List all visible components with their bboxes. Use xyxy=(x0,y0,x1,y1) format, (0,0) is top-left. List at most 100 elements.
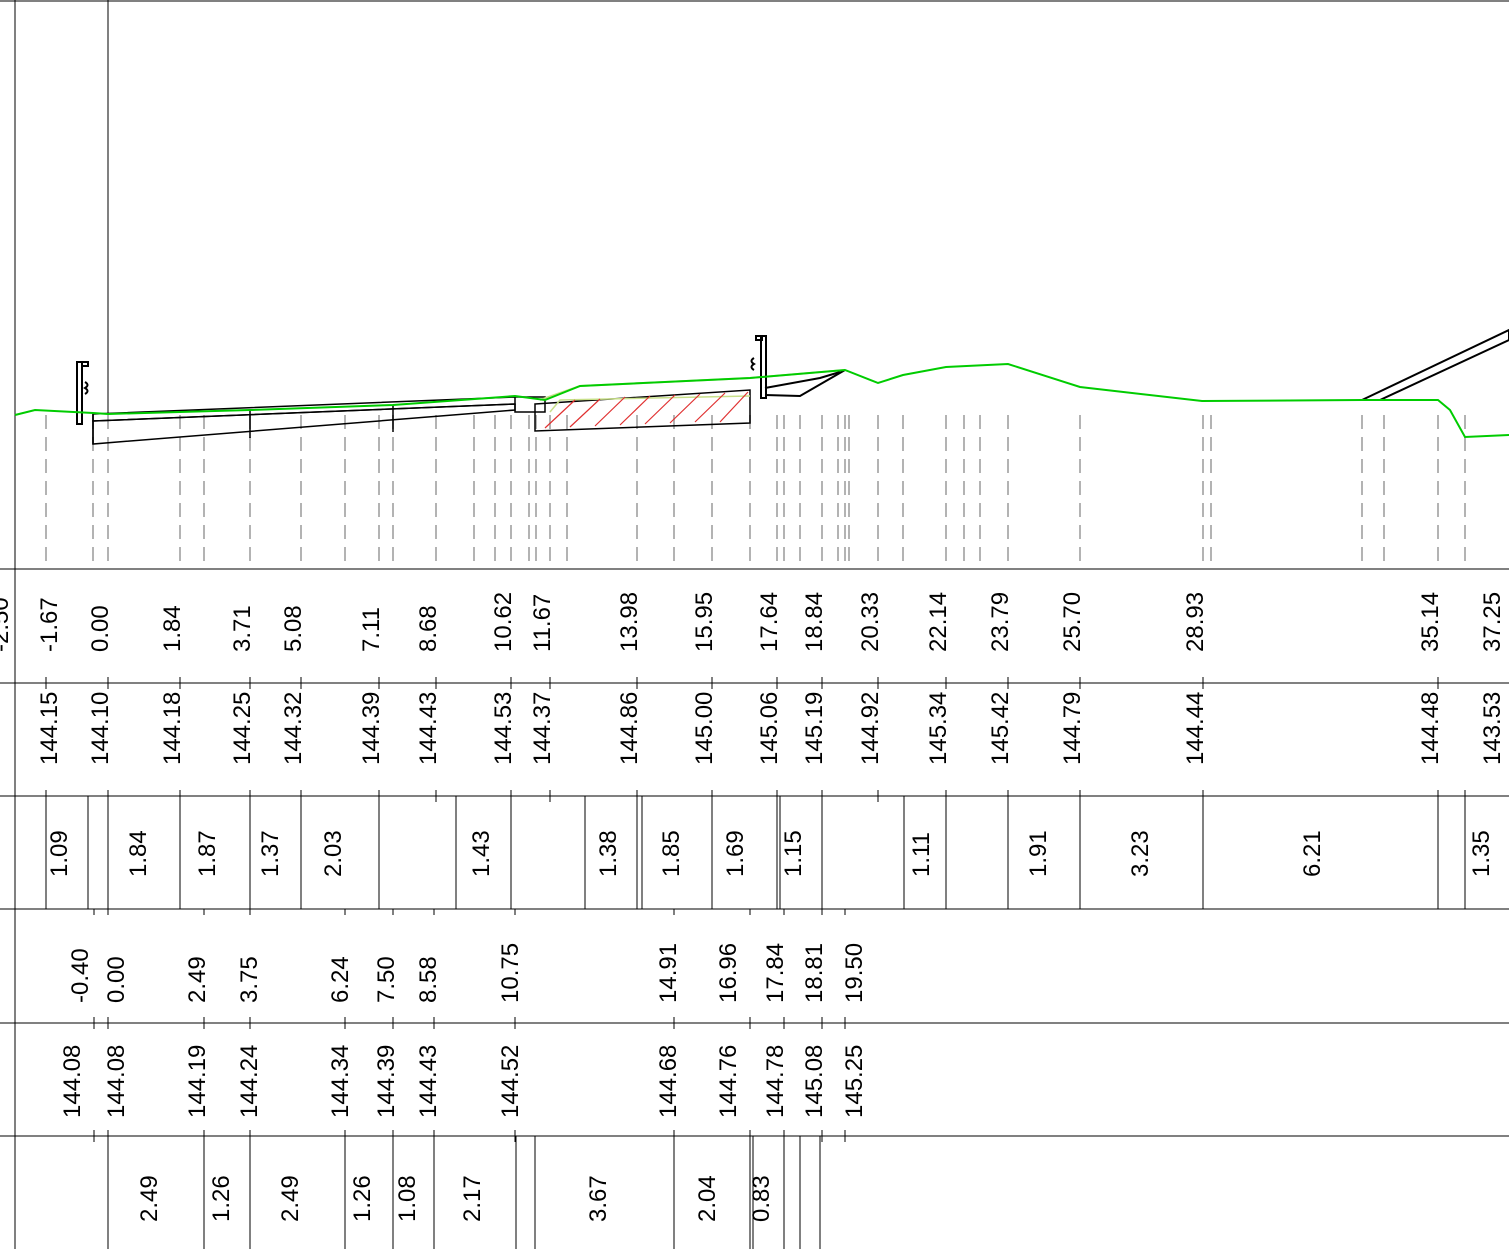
distance-label: 3.23 xyxy=(1127,830,1154,877)
station-label: 3.71 xyxy=(229,605,256,652)
elevation-label: 144.79 xyxy=(1059,692,1086,765)
station-label: 25.70 xyxy=(1059,592,1086,652)
offset-label: 3.75 xyxy=(236,956,263,1003)
offset-label: 18.81 xyxy=(801,943,828,1003)
station-label: 1.84 xyxy=(159,605,186,652)
offset-label: 8.58 xyxy=(415,956,442,1003)
elevation-label: 145.19 xyxy=(801,692,828,765)
offset-label: 16.96 xyxy=(715,943,742,1003)
design-elevation-label: 144.08 xyxy=(103,1045,130,1118)
distance-label: 1.43 xyxy=(468,830,495,877)
distance-label: 1.84 xyxy=(125,830,152,877)
station-label: 37.25 xyxy=(1479,592,1506,652)
design-distance-label: 1.26 xyxy=(208,1175,235,1222)
elevation-label: 144.86 xyxy=(616,692,643,765)
offset-label: 10.75 xyxy=(497,943,524,1003)
table-labels: -2.50 -1.67 0.00 1.84 3.71 5.08 7.11 8.68 10.62 1… xyxy=(0,592,1506,1222)
design-elevation-label: 144.34 xyxy=(327,1045,354,1118)
elevation-label: 143.53 xyxy=(1479,692,1506,765)
distance-label: 1.11 xyxy=(908,832,935,877)
distance-label: 1.37 xyxy=(257,830,284,877)
elevation-label: 144.44 xyxy=(1182,692,1209,765)
station-label: -1.67 xyxy=(36,597,63,652)
design-elevation-label: 145.25 xyxy=(841,1045,868,1118)
design-elevation-label: 144.08 xyxy=(59,1045,86,1118)
design-distance-label: 3.67 xyxy=(585,1175,612,1222)
design-elevation-label: 144.52 xyxy=(497,1045,524,1118)
elevation-label: 144.32 xyxy=(280,692,307,765)
distance-label: 1.38 xyxy=(595,830,622,877)
design-elevation-label: 144.76 xyxy=(715,1045,742,1118)
station-label: 0.00 xyxy=(87,605,114,652)
elevation-label: 145.42 xyxy=(987,692,1014,765)
offset-label: 2.49 xyxy=(184,956,211,1003)
offset-label: 19.50 xyxy=(841,943,868,1003)
design-elevation-label: 144.39 xyxy=(373,1045,400,1118)
station-label: 15.95 xyxy=(691,592,718,652)
station-label: 10.62 xyxy=(490,592,517,652)
station-guide-lines xyxy=(45,415,1466,569)
distance-label: 1.15 xyxy=(780,830,807,877)
fill-embankment xyxy=(534,369,846,432)
design-distance-label: 1.08 xyxy=(394,1175,421,1222)
design-distance-label: 2.49 xyxy=(277,1175,304,1222)
design-elevation-label: 144.78 xyxy=(762,1045,789,1118)
design-elevation-label: 145.08 xyxy=(801,1045,828,1118)
guardrail-left xyxy=(76,361,89,425)
elevation-label: 145.34 xyxy=(925,692,952,765)
table-grid xyxy=(0,568,1509,1137)
design-elevation-label: 144.24 xyxy=(236,1045,263,1118)
design-distance-label: 0.83 xyxy=(748,1175,775,1222)
guardrail-right xyxy=(750,335,767,399)
distance-label: 6.21 xyxy=(1299,830,1326,877)
station-label: 28.93 xyxy=(1182,592,1209,652)
station-label: 23.79 xyxy=(987,592,1014,652)
design-distance-label: 1.26 xyxy=(349,1175,376,1222)
station-label: 11.67 xyxy=(529,594,556,652)
design-elevation-label: 144.43 xyxy=(415,1045,442,1118)
offset-label: -0.40 xyxy=(67,948,94,1003)
elevation-label: 144.43 xyxy=(415,692,442,765)
elevation-label: 144.48 xyxy=(1417,692,1444,765)
elevation-label: 144.37 xyxy=(529,692,556,765)
elevation-label: 144.18 xyxy=(159,692,186,765)
pavement-structure xyxy=(92,396,546,445)
station-label: 7.11 xyxy=(358,607,385,652)
elevation-label: 144.53 xyxy=(490,692,517,765)
elevation-label: 145.00 xyxy=(691,692,718,765)
elevation-label: 144.39 xyxy=(358,692,385,765)
table-ticks xyxy=(45,677,1466,1249)
distance-label: 1.87 xyxy=(194,830,221,877)
terrain-line xyxy=(14,362,1509,439)
station-label: 35.14 xyxy=(1417,592,1444,652)
design-distance-label: 2.17 xyxy=(459,1175,486,1222)
offset-label: 0.00 xyxy=(103,956,130,1003)
station-label: 8.68 xyxy=(415,605,442,652)
distance-label: 2.03 xyxy=(320,830,347,877)
elevation-label: 144.10 xyxy=(87,692,114,765)
elevation-label: 144.25 xyxy=(229,692,256,765)
elevation-label: 144.15 xyxy=(36,692,63,765)
design-elevation-label: 144.68 xyxy=(655,1045,682,1118)
distance-label: 1.09 xyxy=(46,830,73,877)
station-label: 18.84 xyxy=(801,592,828,652)
distance-label: 1.91 xyxy=(1025,830,1052,877)
design-distance-label: 2.04 xyxy=(694,1175,721,1222)
distance-label: 1.85 xyxy=(658,830,685,877)
right-curb xyxy=(764,369,846,398)
station-label: 17.64 xyxy=(756,592,783,652)
station-label: 20.33 xyxy=(857,592,884,652)
offset-label: 17.84 xyxy=(762,943,789,1003)
design-elevation-label: 144.19 xyxy=(184,1045,211,1118)
offset-label: 7.50 xyxy=(373,956,400,1003)
station-label: 13.98 xyxy=(616,592,643,652)
elevation-label: 144.92 xyxy=(857,692,884,765)
station-label: 5.08 xyxy=(280,605,307,652)
offset-label: 14.91 xyxy=(655,943,682,1003)
far-ramp xyxy=(1361,328,1509,401)
design-distance-label: 2.49 xyxy=(136,1175,163,1222)
station-label: -2.50 xyxy=(0,597,14,652)
distance-label: 1.69 xyxy=(722,830,749,877)
